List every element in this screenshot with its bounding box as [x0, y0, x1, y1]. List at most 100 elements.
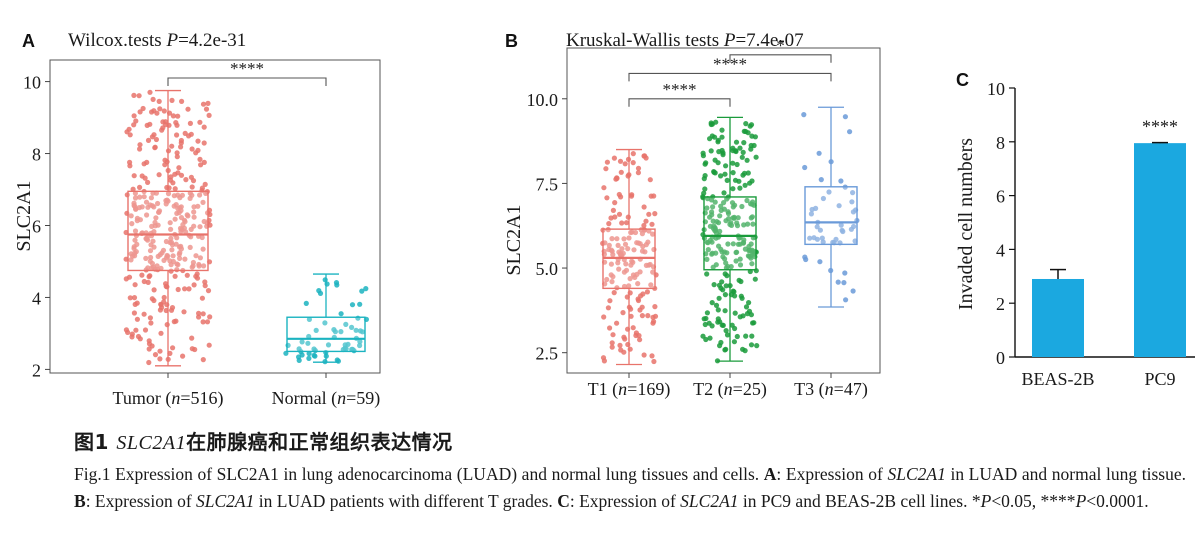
data-point — [188, 226, 194, 232]
data-point — [606, 242, 612, 248]
data-point — [739, 203, 745, 210]
data-point — [748, 122, 755, 128]
data-point — [147, 258, 153, 264]
data-point — [322, 320, 328, 326]
data-point — [624, 294, 630, 300]
y-tick-label: 2.5 — [536, 344, 559, 364]
data-point — [172, 216, 178, 222]
data-point — [604, 276, 610, 283]
data-point — [196, 261, 202, 268]
data-point — [849, 199, 855, 205]
significance-bracket — [628, 98, 731, 107]
data-point — [640, 291, 646, 297]
data-point — [206, 112, 212, 118]
data-point — [723, 163, 729, 169]
data-point — [157, 348, 163, 354]
data-point — [709, 300, 715, 306]
box-iqr — [804, 186, 858, 246]
data-point — [198, 162, 204, 168]
data-point — [305, 340, 311, 346]
data-point — [836, 203, 842, 209]
data-point — [708, 120, 714, 126]
data-point — [131, 122, 137, 128]
data-point — [639, 231, 646, 237]
significance-label: **** — [713, 54, 747, 73]
data-point — [724, 177, 730, 183]
data-point — [722, 171, 728, 177]
data-point — [173, 120, 179, 126]
data-point — [740, 172, 746, 178]
data-point — [359, 329, 366, 335]
data-point — [713, 119, 719, 125]
data-point — [707, 335, 713, 341]
data-point — [322, 277, 328, 283]
data-point — [625, 156, 632, 162]
data-point — [169, 247, 175, 253]
data-point — [170, 258, 176, 265]
data-point — [615, 242, 621, 248]
data-point — [167, 350, 173, 356]
data-point — [334, 357, 340, 363]
data-point — [174, 154, 180, 160]
data-point — [296, 354, 302, 360]
data-point — [722, 308, 728, 314]
data-point — [648, 193, 654, 199]
data-point — [151, 287, 157, 293]
data-point — [710, 204, 716, 210]
data-point — [622, 336, 628, 342]
data-point — [817, 227, 824, 233]
data-point — [716, 149, 722, 155]
data-point — [733, 139, 740, 145]
data-point — [711, 282, 717, 288]
data-point — [165, 167, 171, 174]
data-point — [153, 215, 159, 221]
data-point — [826, 189, 832, 195]
data-point — [200, 199, 206, 205]
data-point — [702, 186, 708, 192]
data-point — [165, 191, 172, 197]
data-point — [199, 295, 205, 301]
data-point — [713, 302, 720, 308]
data-point — [136, 93, 142, 99]
data-point — [641, 153, 647, 159]
data-point — [625, 326, 631, 332]
data-point — [345, 341, 351, 347]
data-point — [839, 227, 845, 233]
data-point — [189, 264, 195, 270]
data-point — [749, 214, 756, 220]
data-point — [649, 353, 655, 359]
data-point — [127, 295, 133, 301]
data-point — [734, 220, 740, 226]
data-point — [740, 149, 746, 155]
data-point — [610, 332, 616, 338]
data-point — [179, 98, 185, 104]
data-point — [601, 358, 608, 364]
data-point — [619, 246, 625, 252]
data-point — [718, 246, 724, 252]
data-point — [132, 195, 139, 201]
data-point — [180, 353, 186, 359]
x-tick-label: Tumor (n=516) — [112, 388, 223, 409]
data-point — [741, 222, 747, 228]
data-point — [187, 120, 193, 126]
data-point — [146, 346, 152, 352]
data-point — [625, 246, 631, 252]
data-point — [190, 259, 196, 266]
data-point — [156, 98, 162, 104]
y-axis-label: SLC2A1 — [503, 204, 525, 275]
box-iqr — [127, 190, 209, 272]
data-point — [131, 173, 137, 179]
data-point — [802, 164, 808, 171]
significance-bracket — [167, 77, 327, 86]
data-point — [176, 165, 182, 171]
data-point — [628, 229, 634, 236]
data-point — [721, 200, 727, 206]
data-point — [650, 269, 656, 275]
box-group — [801, 106, 860, 308]
data-point — [645, 313, 651, 319]
data-point — [322, 359, 328, 365]
significance-bracket — [628, 72, 832, 82]
data-point — [730, 204, 736, 210]
x-tick-label: T3 (n=47) — [794, 379, 868, 400]
data-point — [713, 230, 720, 236]
